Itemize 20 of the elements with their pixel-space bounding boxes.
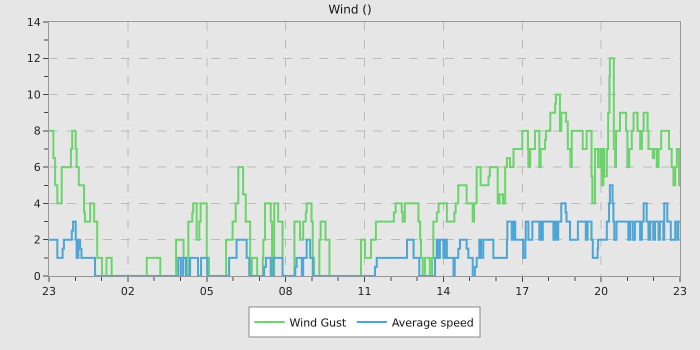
chart-title: Wind () bbox=[328, 2, 372, 17]
legend-label: Average speed bbox=[392, 316, 474, 330]
x-tick-label: 23 bbox=[673, 285, 687, 298]
x-tick-label: 08 bbox=[278, 285, 293, 298]
y-tick-label: 14 bbox=[26, 16, 41, 29]
x-tick-label: 17 bbox=[515, 285, 530, 298]
y-tick-label: 8 bbox=[34, 124, 41, 138]
legend-label: Wind Gust bbox=[290, 316, 347, 330]
y-tick-label: 10 bbox=[26, 88, 41, 102]
x-tick-label: 11 bbox=[358, 285, 372, 298]
x-tick-label: 14 bbox=[436, 285, 450, 298]
x-tick-label: 02 bbox=[120, 285, 135, 298]
x-tick-label: 23 bbox=[42, 285, 56, 298]
x-tick-label: 20 bbox=[594, 285, 608, 298]
x-tick-label: 05 bbox=[200, 285, 214, 298]
y-tick-label: 2 bbox=[34, 234, 41, 247]
y-tick-label: 4 bbox=[34, 197, 41, 210]
y-tick-label: 12 bbox=[26, 52, 41, 66]
y-tick-label: 0 bbox=[34, 270, 41, 283]
y-tick-label: 6 bbox=[34, 160, 41, 174]
